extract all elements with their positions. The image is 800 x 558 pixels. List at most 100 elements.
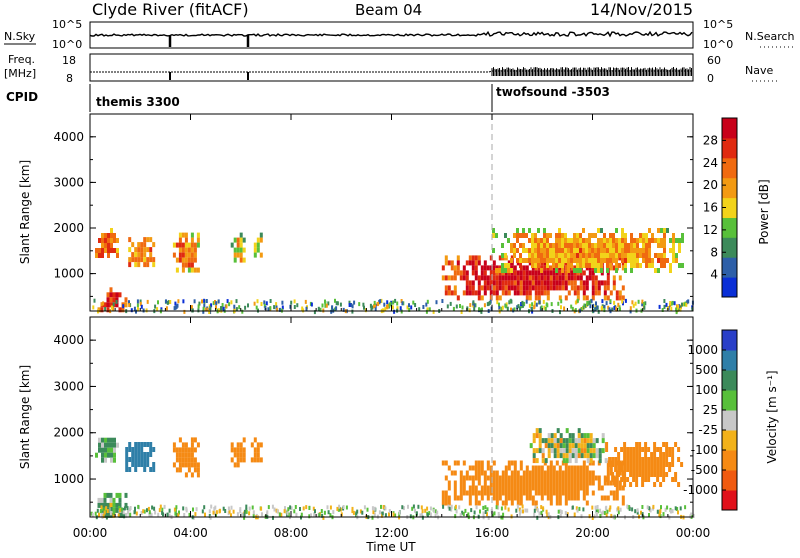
data-cell: [507, 268, 510, 273]
data-cell: [522, 480, 526, 486]
data-cell: [181, 252, 185, 258]
data-cell: [635, 477, 639, 482]
data-cell: [567, 480, 571, 486]
data-cell: [668, 467, 672, 472]
data-cell: [594, 243, 597, 248]
data-cell: [650, 467, 654, 472]
data-cell: [612, 233, 615, 238]
data-cell: [577, 453, 581, 459]
data-cell: [576, 508, 579, 513]
data-cell: [558, 275, 562, 281]
data-cell: [630, 243, 633, 248]
data-cell: [181, 447, 185, 453]
data-cell: [109, 512, 113, 518]
data-cell: [122, 304, 125, 309]
data-cell: [181, 457, 185, 463]
data-cell: [140, 257, 144, 263]
data-cell: [158, 508, 161, 513]
data-cell: [665, 447, 669, 452]
data-cell: [113, 457, 116, 463]
data-cell: [543, 238, 546, 243]
data-cell: [318, 513, 321, 518]
data-cell: [522, 290, 526, 296]
data-cell: [603, 233, 606, 238]
data-cell: [591, 295, 595, 301]
data-cell: [339, 507, 342, 512]
data-cell: [614, 477, 618, 482]
data-cell: [230, 513, 232, 518]
data-cell: [187, 242, 191, 248]
data-cell: [100, 497, 104, 503]
data-cell: [157, 512, 160, 517]
data-cell: [184, 472, 188, 478]
data-cell: [585, 475, 589, 481]
data-cell: [184, 252, 188, 258]
data-cell: [531, 465, 535, 471]
data-cell: [143, 467, 147, 472]
data-cell: [521, 300, 524, 305]
data-cell: [580, 438, 584, 444]
data-cell: [605, 447, 609, 452]
data-cell: [450, 507, 453, 512]
data-cell: [486, 285, 490, 291]
data-cell: [660, 253, 663, 258]
data-cell: [588, 470, 592, 476]
data-cell: [137, 452, 141, 457]
data-cell: [632, 303, 635, 308]
data-cell: [441, 460, 445, 466]
data-cell: [474, 500, 478, 506]
data-cell: [525, 295, 529, 301]
data-cell: [480, 495, 484, 501]
data-cell: [510, 514, 513, 519]
freq-label: Freq.: [8, 53, 35, 66]
data-cell: [501, 275, 505, 281]
data-cell: [474, 465, 478, 471]
data-cell: [250, 457, 254, 463]
data-cell: [534, 295, 538, 301]
data-cell: [493, 511, 496, 516]
data-cell: [495, 268, 498, 273]
data-cell: [181, 452, 185, 458]
data-cell: [531, 495, 535, 501]
data-cell: [115, 302, 119, 308]
data-cell: [626, 467, 630, 472]
data-cell: [106, 512, 110, 518]
data-cell: [528, 253, 531, 258]
data-cell: [630, 263, 633, 268]
data-cell: [558, 228, 561, 233]
data-cell: [468, 255, 472, 261]
data-cell: [632, 467, 636, 472]
data-cell: [615, 475, 619, 481]
data-cell: [659, 462, 663, 467]
data-cell: [650, 452, 654, 457]
data-cell: [546, 285, 550, 291]
data-cell: [531, 238, 534, 243]
data-cell: [184, 457, 188, 463]
data-cell: [684, 505, 687, 510]
data-cell: [591, 275, 595, 281]
data-cell: [128, 262, 132, 268]
data-cell: [600, 253, 603, 258]
data-cell: [564, 233, 567, 238]
data-cell: [648, 506, 651, 511]
data-cell: [577, 433, 581, 439]
data-cell: [516, 233, 519, 238]
data-cell: [104, 447, 107, 453]
data-cell: [140, 457, 144, 462]
data-cell: [118, 307, 122, 313]
data-cell: [517, 304, 520, 309]
data-cell: [492, 490, 496, 496]
data-cell: [399, 306, 402, 311]
data-cell: [632, 462, 636, 467]
colorbar-swatch: [722, 490, 737, 511]
data-cell: [471, 280, 475, 286]
data-cell: [112, 497, 116, 503]
data-cell: [540, 480, 544, 486]
data-cell: [131, 257, 135, 263]
data-cell: [573, 253, 576, 258]
power-colorbar-label: Power [dB]: [757, 179, 771, 244]
data-cell: [98, 248, 101, 253]
data-cell: [305, 306, 308, 311]
data-cell: [685, 302, 688, 307]
data-cell: [531, 480, 535, 486]
